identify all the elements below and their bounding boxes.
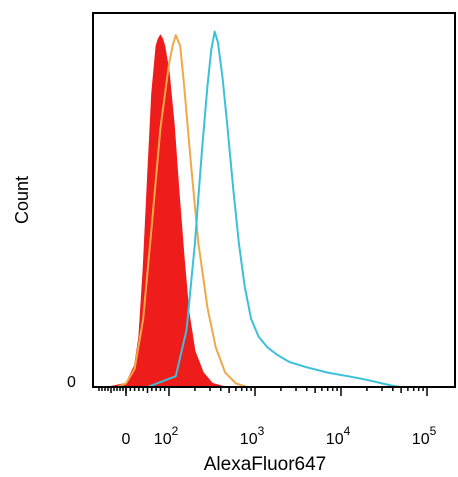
x-axis-tick-labels: 0 102 103 104 105 (122, 424, 437, 448)
x-axis-ticks (98, 387, 428, 396)
x-tick-label-2: 103 (240, 424, 265, 448)
x-axis-label: AlexaFluor647 (204, 454, 327, 475)
plot-frame (92, 12, 456, 388)
histogram-series-3 (147, 30, 402, 388)
y-axis-label: Count (12, 176, 32, 224)
x-tick-label-0: 0 (122, 431, 131, 448)
x-tick-label-1: 102 (154, 424, 179, 448)
x-tick-label-4: 105 (412, 424, 437, 448)
x-tick-label-3: 104 (326, 424, 351, 448)
histogram-series-1 (107, 34, 226, 388)
histogram-series-2 (116, 34, 427, 388)
plot-area (107, 30, 427, 388)
y-tick-label-0: 0 (67, 374, 76, 391)
